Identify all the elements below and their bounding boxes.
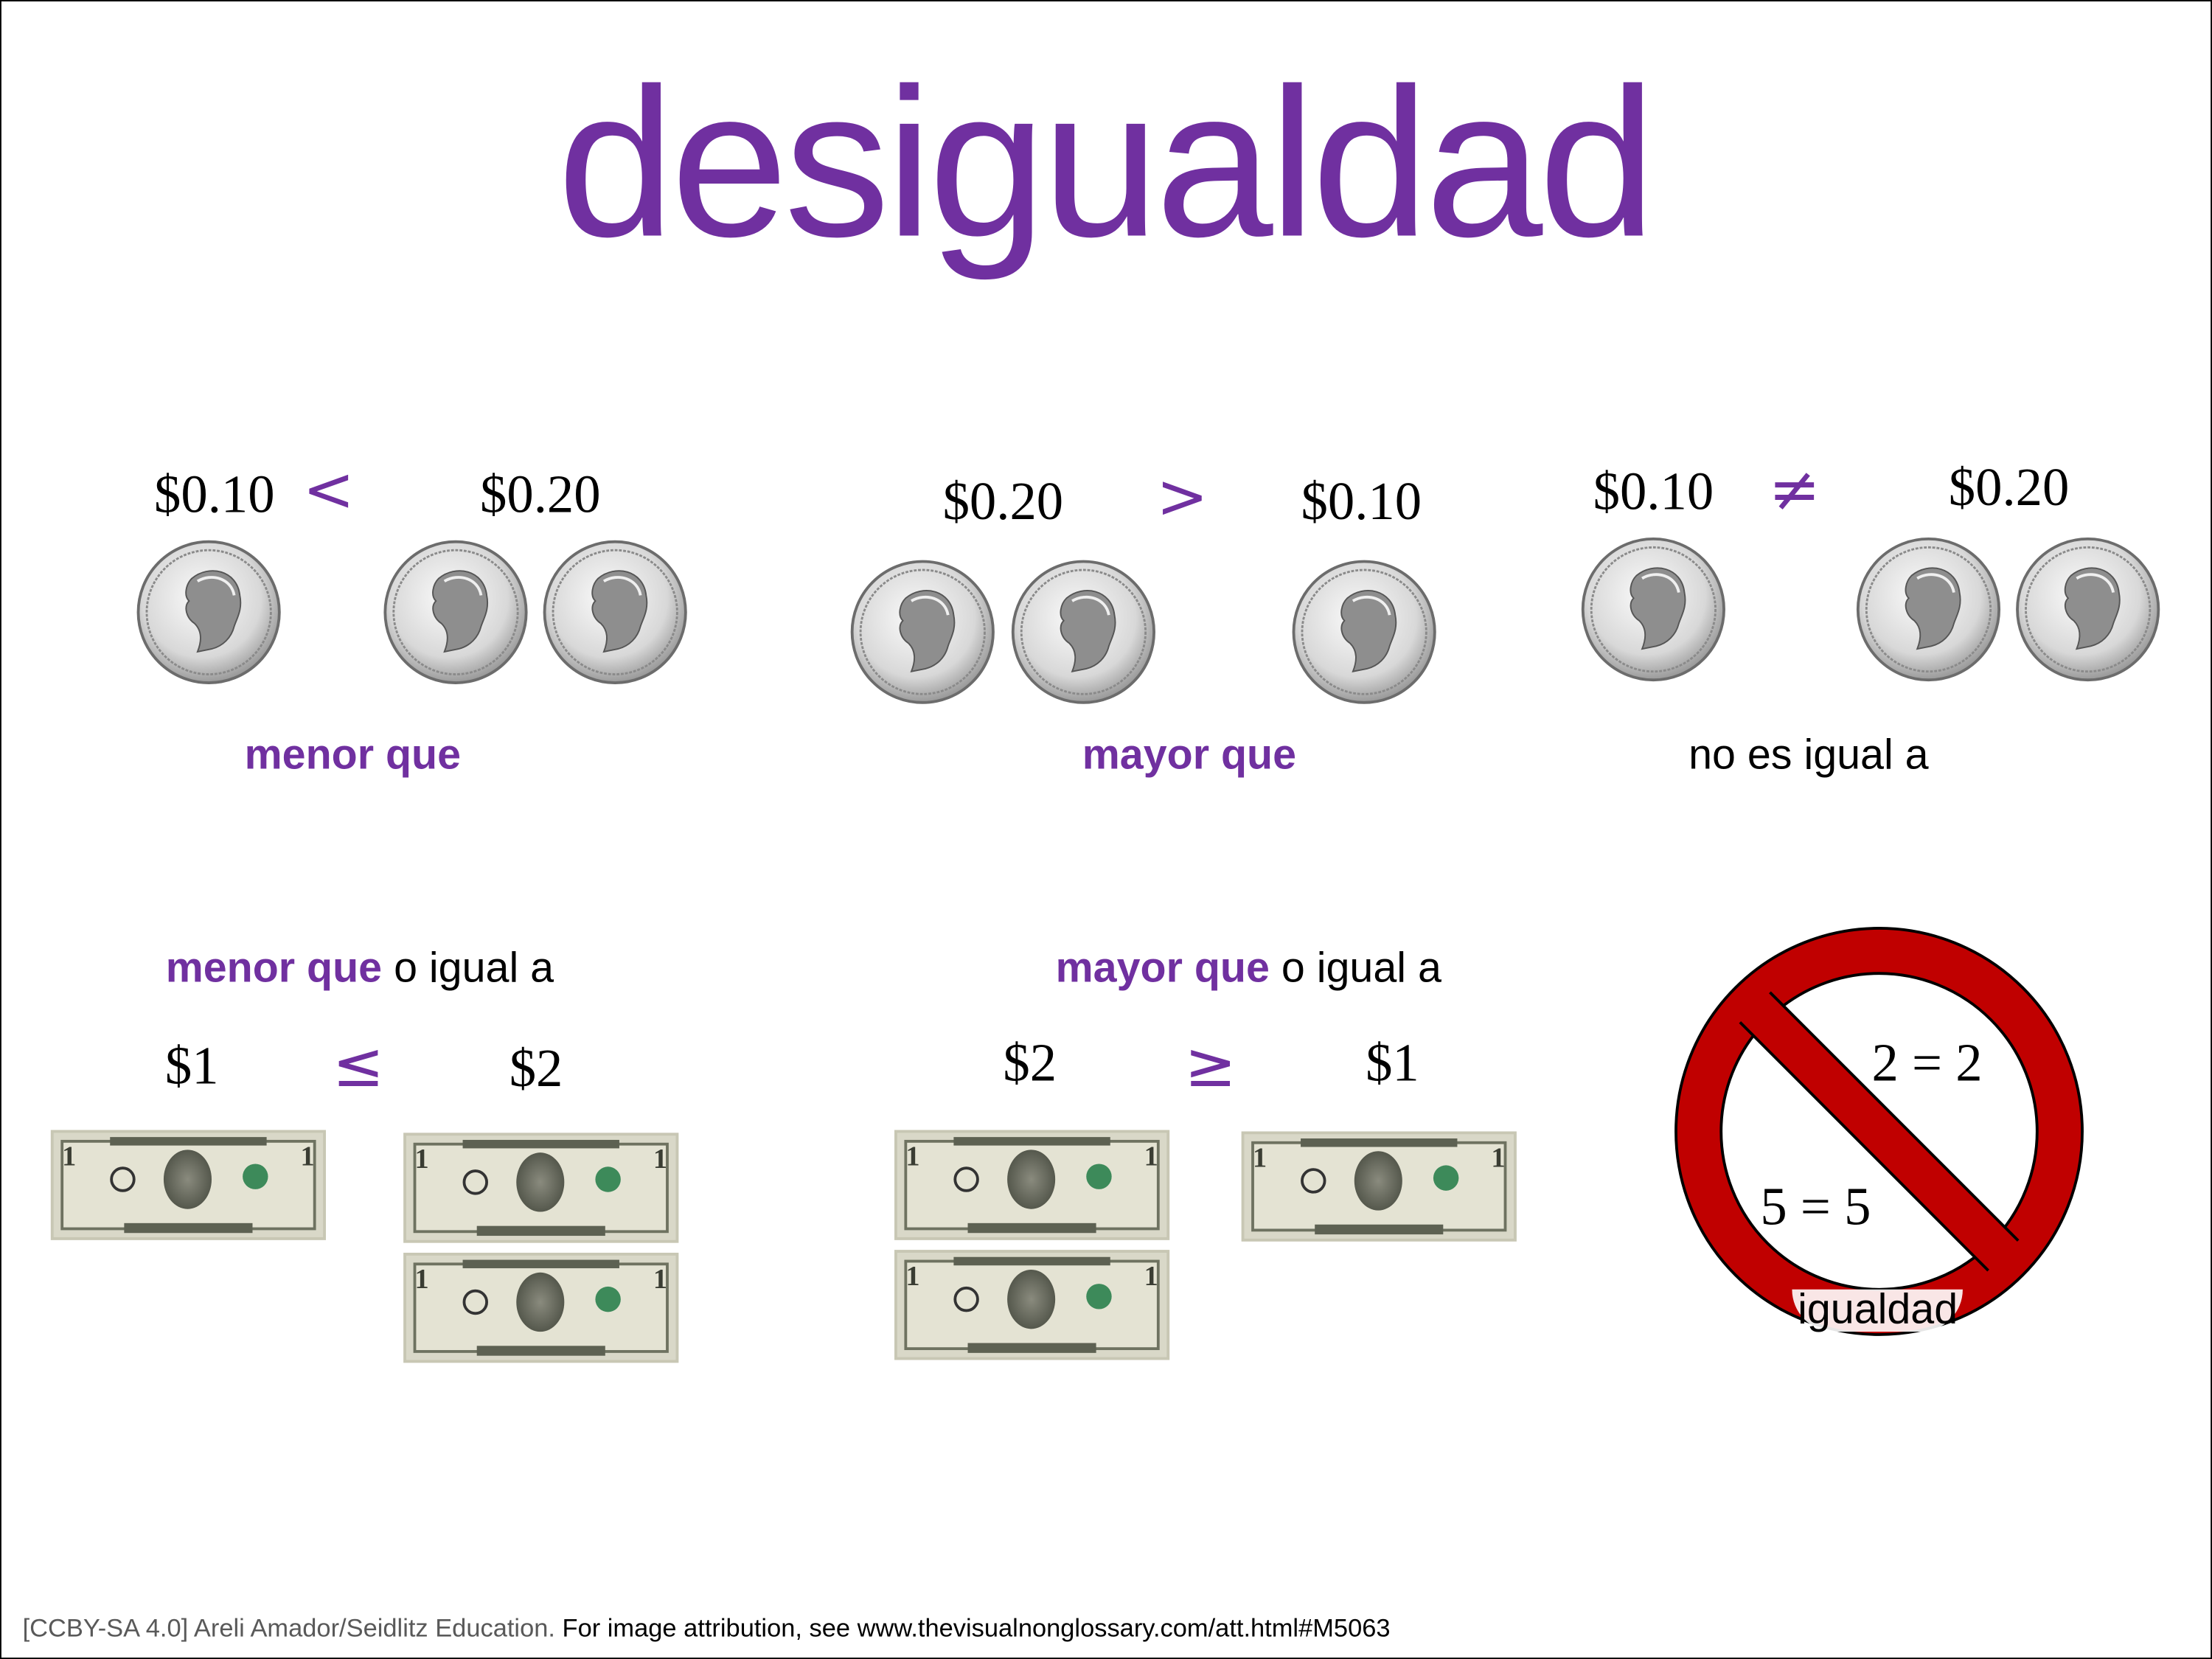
less-than-symbol: < xyxy=(302,454,355,526)
comparison-label: mayor que o igual a xyxy=(1055,945,1441,992)
comparison-label: mayor que xyxy=(1082,732,1297,779)
label-rest: o igual a xyxy=(1269,945,1441,992)
dime-image xyxy=(849,559,996,706)
comparison-label: menor que xyxy=(244,732,462,779)
dime-image xyxy=(383,539,529,686)
dime-image xyxy=(1580,536,1727,683)
right-value: $1 xyxy=(1366,1034,1419,1093)
left-value: $0.10 xyxy=(154,465,275,525)
page-title: desigualdad xyxy=(557,44,1657,281)
dime-image xyxy=(1010,559,1157,706)
equation-5-equals-5: 5 = 5 xyxy=(1760,1178,1871,1237)
right-value: $0.10 xyxy=(1301,472,1422,532)
right-value: $0.20 xyxy=(480,465,601,525)
dime-image xyxy=(2014,536,2161,683)
left-value: $2 xyxy=(1003,1034,1057,1093)
equation-2-equals-2: 2 = 2 xyxy=(1871,1034,1983,1093)
label-rest: o igual a xyxy=(382,945,554,992)
comparison-label: menor que o igual a xyxy=(165,945,554,992)
dime-image xyxy=(1291,559,1438,706)
right-value: $2 xyxy=(509,1040,563,1099)
greater-or-equal-symbol: ≥ xyxy=(1184,1029,1237,1102)
greater-than-symbol: > xyxy=(1156,461,1208,534)
left-value: $0.20 xyxy=(942,472,1064,532)
dime-image xyxy=(136,539,282,686)
dime-image xyxy=(542,539,689,686)
left-value: $0.10 xyxy=(1593,462,1714,522)
label-bold: mayor que xyxy=(1055,945,1270,992)
not-equal-symbol: ≠ xyxy=(1768,454,1820,526)
less-or-equal-symbol: ≤ xyxy=(332,1029,385,1102)
label-bold: menor que xyxy=(165,945,383,992)
left-value: $1 xyxy=(164,1037,219,1096)
right-value: $0.20 xyxy=(1948,458,2070,518)
dime-image xyxy=(1855,536,2002,683)
footer-attribution: [CCBY-SA 4.0] Areli Amador/Seidlitz Educ… xyxy=(23,1615,1391,1641)
footer-credit: [CCBY-SA 4.0] Areli Amador/Seidlitz Educ… xyxy=(22,1613,555,1643)
footer-attribution-link: For image attribution, see www.thevisual… xyxy=(554,1613,1391,1643)
comparison-label: no es igual a xyxy=(1688,732,1929,779)
equality-label: igualdad xyxy=(1792,1289,1964,1332)
prohibition-icon xyxy=(1674,927,2084,1336)
